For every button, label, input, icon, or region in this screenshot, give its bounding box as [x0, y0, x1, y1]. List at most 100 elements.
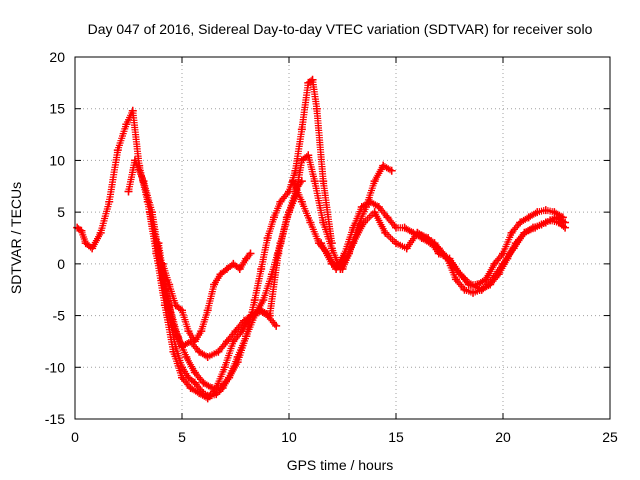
- data-point: [257, 306, 266, 315]
- data-point: [381, 228, 390, 237]
- data-point: [190, 368, 199, 377]
- data-point: [199, 389, 208, 398]
- x-tick-label: 25: [602, 429, 618, 445]
- plot-frame: [74, 56, 611, 420]
- data-point: [158, 259, 167, 268]
- data-point: [199, 378, 208, 387]
- data-point: [222, 337, 231, 346]
- data-point: [392, 239, 400, 248]
- data-point: [282, 213, 291, 222]
- y-tick-label: 0: [57, 256, 65, 272]
- data-point: [289, 177, 298, 186]
- data-point: [392, 223, 400, 232]
- data-point: [242, 332, 251, 341]
- data-point: [310, 177, 319, 186]
- data-point: [317, 239, 326, 248]
- data-point: [105, 197, 114, 206]
- y-tick-label: -15: [45, 411, 65, 427]
- data-point: [469, 288, 478, 297]
- y-tick-label: 5: [57, 204, 65, 220]
- data-series: [154, 151, 396, 361]
- data-point: [490, 259, 499, 268]
- y-axis-label: SDTVAR / TECUs: [8, 182, 24, 294]
- data-point: [304, 151, 313, 160]
- data-point: [122, 120, 131, 129]
- data-point: [349, 223, 358, 232]
- data-point: [520, 228, 529, 237]
- data-point: [383, 213, 392, 222]
- data-point: [507, 228, 516, 237]
- data-point: [178, 306, 186, 315]
- data-point: [197, 327, 206, 336]
- data-point: [460, 285, 469, 294]
- data-point: [263, 234, 272, 242]
- data-point: [533, 208, 542, 217]
- data-point: [402, 244, 411, 253]
- data-point: [128, 106, 137, 115]
- data-point: [451, 275, 460, 284]
- data-point: [240, 316, 249, 325]
- y-tick-label: -5: [53, 308, 66, 324]
- data-point: [214, 347, 223, 356]
- data-point: [413, 228, 422, 237]
- data-point: [306, 218, 315, 227]
- data-point: [184, 327, 193, 336]
- data-point: [169, 321, 178, 330]
- data-point: [456, 270, 465, 279]
- data-point: [524, 213, 533, 222]
- data-point: [195, 347, 204, 356]
- data-point: [229, 259, 238, 268]
- data-point: [225, 373, 234, 382]
- chart-title: Day 047 of 2016, Sidereal Day-to-day VTE…: [88, 21, 593, 37]
- data-point: [297, 197, 306, 206]
- y-tick-label: 20: [49, 49, 65, 65]
- data-point: [203, 306, 212, 315]
- data-point: [558, 213, 567, 222]
- data-point: [464, 280, 473, 289]
- data-point: [81, 239, 90, 248]
- data-point: [561, 218, 570, 227]
- data-point: [88, 244, 97, 253]
- data-series: [413, 206, 567, 289]
- x-tick-label: 5: [178, 429, 186, 445]
- data-point: [186, 383, 195, 392]
- data-point: [205, 392, 214, 401]
- data-point: [285, 187, 293, 196]
- data-point: [265, 311, 274, 320]
- data-point: [541, 218, 550, 227]
- data-point: [259, 296, 268, 305]
- data-point: [124, 187, 133, 196]
- x-axis-label: GPS time / hours: [287, 457, 394, 473]
- y-tick-label: 10: [49, 152, 65, 168]
- x-tick-label: 15: [388, 429, 404, 445]
- data-point: [270, 213, 279, 222]
- data-point: [541, 206, 550, 215]
- data-point: [481, 275, 490, 284]
- data-point: [113, 146, 122, 155]
- data-point: [319, 218, 328, 227]
- data-point: [516, 218, 525, 227]
- data-point: [257, 265, 266, 274]
- data-series: [73, 106, 281, 403]
- data-point: [366, 197, 375, 206]
- data-point: [212, 390, 221, 399]
- data-point: [190, 337, 199, 346]
- data-point: [73, 223, 82, 232]
- data-point: [439, 249, 448, 258]
- data-point: [327, 244, 336, 253]
- data-point: [374, 202, 383, 211]
- data-point: [319, 177, 328, 186]
- data-point: [357, 202, 366, 211]
- data-point: [190, 378, 199, 387]
- data-point: [184, 373, 193, 382]
- data-point: [220, 363, 229, 372]
- data-point: [145, 208, 154, 217]
- data-point: [222, 265, 231, 274]
- data-point: [531, 223, 540, 232]
- data-point: [218, 383, 227, 392]
- data-point: [274, 249, 283, 258]
- data-point: [233, 358, 242, 367]
- data-point: [387, 166, 396, 175]
- data-point: [203, 352, 212, 361]
- data-point: [96, 228, 105, 237]
